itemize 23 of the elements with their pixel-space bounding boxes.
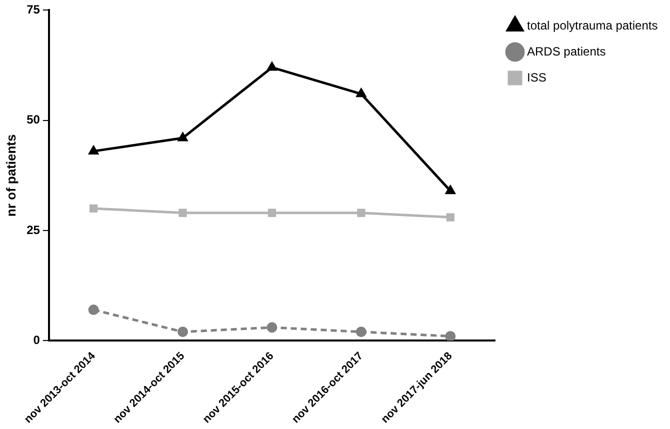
point [178, 132, 188, 142]
legend-label: ARDS patients [527, 44, 606, 58]
y-tick-label: 25 [26, 222, 40, 237]
point [446, 186, 456, 194]
point [445, 330, 456, 341]
point [89, 204, 98, 213]
y-tick-label: 75 [26, 2, 40, 17]
y-tick-label: 50 [26, 112, 40, 127]
point [357, 208, 366, 217]
legend-label: total polytrauma patients [527, 18, 658, 32]
point [266, 322, 278, 333]
point [356, 326, 366, 338]
point [446, 213, 454, 222]
y-tick-label: 0 [33, 332, 40, 347]
point [356, 88, 366, 98]
y-axis-title: nr of patients [3, 134, 18, 217]
point [267, 62, 277, 71]
point [268, 208, 276, 217]
legend-label: ISS [527, 70, 546, 84]
point [88, 304, 99, 316]
point [88, 146, 98, 154]
point [178, 326, 188, 338]
point [178, 208, 187, 217]
